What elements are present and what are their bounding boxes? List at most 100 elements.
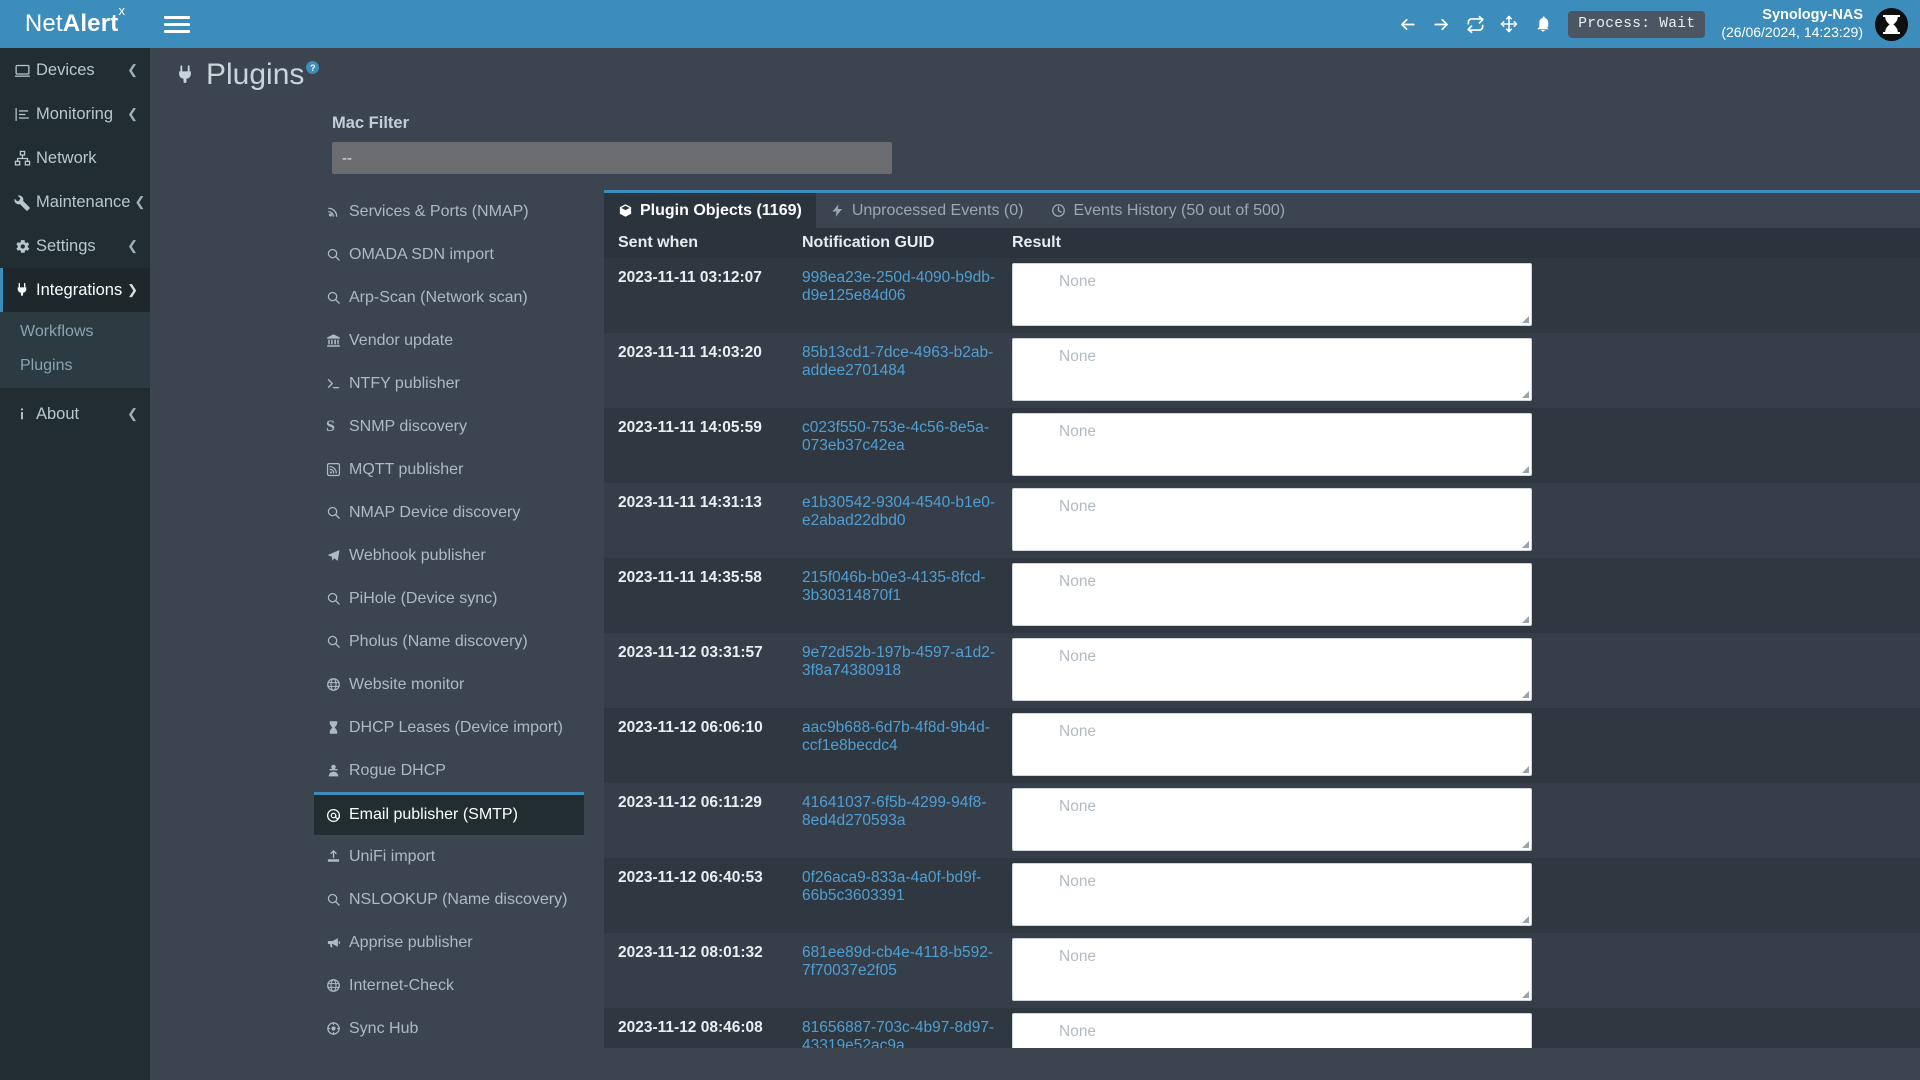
logo-net: Net <box>24 10 63 37</box>
plugin-list[interactable]: Services & Ports (NMAP) OMADA SDN import A… <box>314 190 584 1042</box>
sidebar-item-network[interactable]: Network <box>0 136 150 180</box>
terminal-icon <box>326 376 346 391</box>
cell-result: None <box>1007 408 1920 476</box>
bell-icon[interactable] <box>1526 0 1560 48</box>
plugin-list-item-label: Website monitor <box>349 675 465 693</box>
result-textarea[interactable]: None <box>1012 563 1532 626</box>
plugin-list-item[interactable]: OMADA SDN import <box>314 233 584 276</box>
hamburger-icon[interactable] <box>164 13 190 35</box>
plugin-list-item[interactable]: NSLOOKUP (Name discovery) <box>314 878 584 921</box>
plugin-list-item[interactable]: Arp-Scan (Network scan) <box>314 276 584 319</box>
plugin-list-item-label: Vendor update <box>349 331 454 349</box>
plugin-list-item[interactable]: Vendor update <box>314 319 584 362</box>
result-textarea[interactable]: None <box>1012 638 1532 701</box>
tab-events-history[interactable]: Events History (50 out of 500) <box>1037 193 1299 228</box>
tab-plugin-objects[interactable]: Plugin Objects (1169) <box>604 193 816 228</box>
sidebar-subitem-workflows[interactable]: Workflows <box>0 315 150 349</box>
sidebar-subitem-plugins[interactable]: Plugins <box>0 349 150 383</box>
mac-filter-select[interactable]: -- <box>332 142 892 174</box>
plugin-list-item[interactable]: Website monitor <box>314 663 584 706</box>
plugin-list-item[interactable]: Services & Ports (NMAP) <box>314 190 584 233</box>
mac-filter-group: Mac Filter -- <box>150 100 1920 174</box>
table-row: 2023-11-12 08:01:32 681ee89d-cb4e-4118-b5… <box>604 933 1920 1008</box>
plugin-list-item[interactable]: MQTT publisher <box>314 448 584 491</box>
wrench-icon <box>14 194 36 211</box>
plugin-list-item[interactable]: Webhook publisher <box>314 534 584 577</box>
tab-unprocessed-events[interactable]: Unprocessed Events (0) <box>816 193 1038 228</box>
plugin-list-item[interactable]: PiHole (Device sync) <box>314 577 584 620</box>
sidebar-item-maintenance[interactable]: Maintenance ❮ <box>0 180 150 224</box>
plugin-list-item-label: Apprise publisher <box>349 933 473 951</box>
result-textarea[interactable]: None <box>1012 713 1532 776</box>
page-title: Plugins ? <box>150 48 1920 100</box>
plugin-list-item[interactable]: S SNMP discovery <box>314 405 584 448</box>
result-placeholder: None <box>1059 648 1097 665</box>
result-placeholder: None <box>1059 348 1097 365</box>
cell-sent-when: 2023-11-11 14:31:13 <box>618 494 762 511</box>
arrow-left-icon[interactable] <box>1390 0 1424 48</box>
result-textarea[interactable]: None <box>1012 338 1532 401</box>
plugin-list-item[interactable]: Email publisher (SMTP) <box>314 792 584 835</box>
cell-notification-guid[interactable]: 998ea23e-250d-4090-b9db-d9e125e84d06 <box>802 269 996 304</box>
sidebar-item-integrations[interactable]: Integrations ❯ <box>0 268 150 312</box>
sidebar-subnav-integrations: Workflows Plugins <box>0 312 150 388</box>
app-logo[interactable]: NetAlertx <box>0 0 150 48</box>
cube-icon <box>618 203 633 218</box>
cell-notification-guid[interactable]: 41641037-6f5b-4299-94f8-8ed4d270593a <box>802 794 987 829</box>
result-textarea[interactable]: None <box>1012 788 1532 851</box>
sidebar-item-devices[interactable]: Devices ❮ <box>0 48 150 92</box>
result-textarea[interactable]: None <box>1012 863 1532 926</box>
plugin-list-item[interactable]: Sync Hub <box>314 1007 584 1042</box>
plugin-list-item[interactable]: UniFi import <box>314 835 584 878</box>
plugin-list-item-label: OMADA SDN import <box>349 245 494 263</box>
plugin-list-item[interactable]: Internet-Check <box>314 964 584 1007</box>
cell-result: None <box>1007 708 1920 776</box>
mac-filter-value: -- <box>342 149 352 167</box>
bullhorn-icon <box>326 935 346 950</box>
refresh-icon[interactable] <box>1458 0 1492 48</box>
cell-notification-guid[interactable]: 215f046b-b0e3-4135-8fcd-3b30314870f1 <box>802 569 986 604</box>
result-placeholder: None <box>1059 273 1097 290</box>
plugin-list-item[interactable]: Apprise publisher <box>314 921 584 964</box>
result-textarea[interactable]: None <box>1012 938 1532 1001</box>
cell-result: None <box>1007 483 1920 551</box>
result-placeholder: None <box>1059 873 1097 890</box>
plugin-list-item-label: PiHole (Device sync) <box>349 589 498 607</box>
cell-sent-when: 2023-11-11 03:12:07 <box>618 269 762 286</box>
cell-result: None <box>1007 258 1920 326</box>
plugin-list-item[interactable]: NMAP Device discovery <box>314 491 584 534</box>
result-textarea[interactable]: None <box>1012 413 1532 476</box>
tab-bar: Plugin Objects (1169) Unprocessed Events … <box>604 190 1920 228</box>
table-row: 2023-11-12 08:46:08 81656887-703c-4b97-8d… <box>604 1008 1920 1048</box>
table-body[interactable]: 2023-11-11 03:12:07 998ea23e-250d-4090-b9… <box>604 258 1920 1048</box>
cell-notification-guid[interactable]: 85b13cd1-7dce-4963-b2ab-addee2701484 <box>802 344 994 379</box>
sidebar-item-monitoring[interactable]: Monitoring ❮ <box>0 92 150 136</box>
cell-sent-when: 2023-11-11 14:05:59 <box>618 419 762 436</box>
plugin-detail-panel: Plugin Objects (1169) Unprocessed Events … <box>604 190 1920 1048</box>
cell-notification-guid[interactable]: c023f550-753e-4c56-8e5a-073eb37c42ea <box>802 419 989 454</box>
cell-notification-guid[interactable]: 0f26aca9-833a-4a0f-bd9f-66b5c3603391 <box>802 869 982 904</box>
plugin-list-item[interactable]: Rogue DHCP <box>314 749 584 792</box>
plugin-list-item[interactable]: Pholus (Name discovery) <box>314 620 584 663</box>
arrows-move-icon[interactable] <box>1492 0 1526 48</box>
column-header-sent-when: Sent when <box>618 234 699 251</box>
avatar[interactable] <box>1875 7 1908 41</box>
laptop-icon <box>14 62 36 79</box>
cell-notification-guid[interactable]: e1b30542-9304-4540-b1e0-e2abad22dbd0 <box>802 494 996 529</box>
plugin-list-item[interactable]: NTFY publisher <box>314 362 584 405</box>
sitemap-icon <box>14 150 36 167</box>
mac-filter-label: Mac Filter <box>332 114 410 132</box>
cell-notification-guid[interactable]: 81656887-703c-4b97-8d97-43319e52ac9a <box>802 1019 995 1048</box>
result-textarea[interactable]: None <box>1012 488 1532 551</box>
cell-notification-guid[interactable]: aac9b688-6d7b-4f8d-9b4d-ccf1e8becdc4 <box>802 719 990 754</box>
cell-notification-guid[interactable]: 681ee89d-cb4e-4118-b592-7f70037e2f05 <box>802 944 994 979</box>
arrow-right-icon[interactable] <box>1424 0 1458 48</box>
result-textarea[interactable]: None <box>1012 263 1532 326</box>
sidebar-item-about[interactable]: About ❮ <box>0 392 150 436</box>
result-textarea[interactable]: None <box>1012 1013 1532 1048</box>
help-badge-icon[interactable]: ? <box>306 61 320 74</box>
cell-notification-guid[interactable]: 9e72d52b-197b-4597-a1d2-3f8a74380918 <box>802 644 996 679</box>
app-logo-text: NetAlertx <box>24 3 125 38</box>
sidebar-item-settings[interactable]: Settings ❮ <box>0 224 150 268</box>
plugin-list-item[interactable]: DHCP Leases (Device import) <box>314 706 584 749</box>
